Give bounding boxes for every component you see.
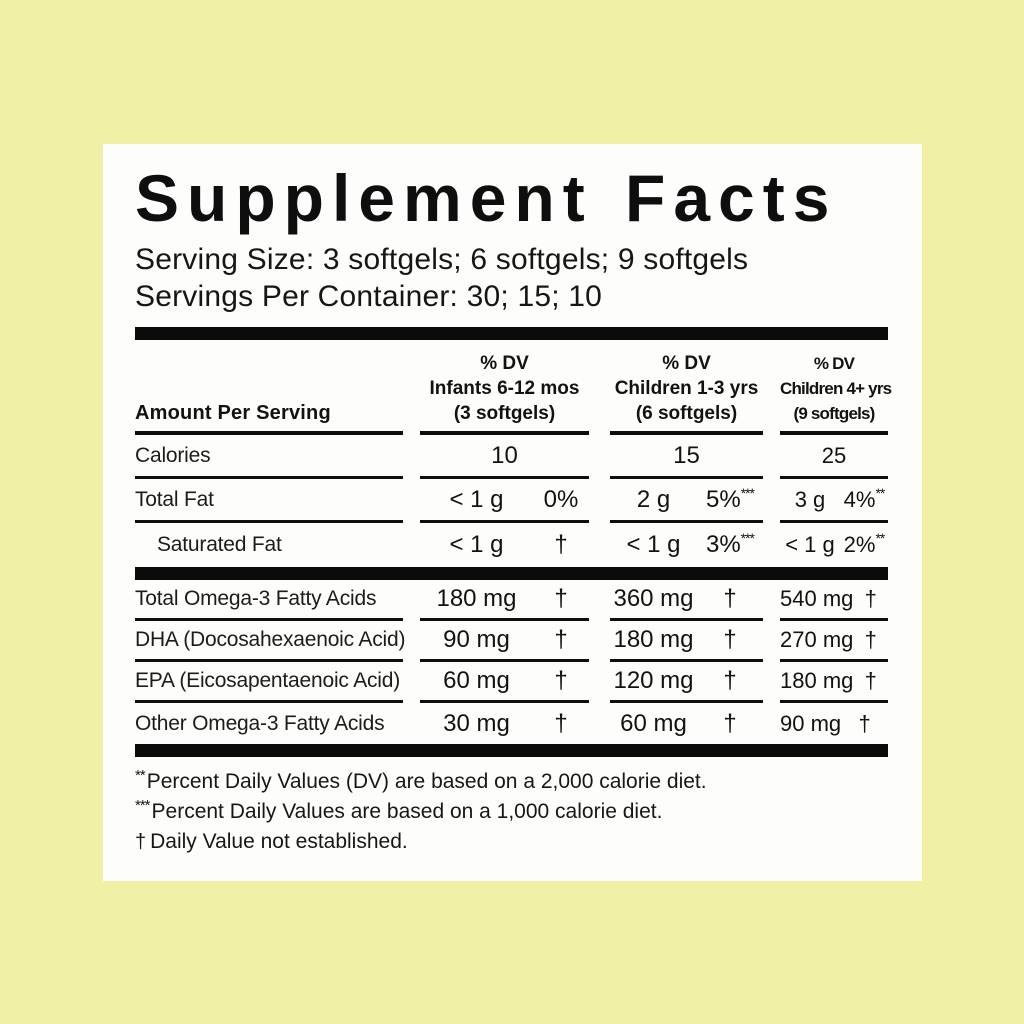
header-group-1: Infants 6-12 mos [429, 378, 580, 400]
header-amount-per-serving: Amount Per Serving [135, 340, 403, 436]
row-label: Calories [135, 443, 211, 467]
saturated-fat-children-1-3: < 1 g 3%*** [626, 530, 755, 559]
label-title: Supplement Facts [135, 161, 838, 235]
epa-children-1-3: 120 mg † [610, 662, 763, 704]
row-label: Total Fat [135, 487, 214, 511]
footnote-2000-calorie: **Percent Daily Values (DV) are based on… [135, 767, 707, 794]
table-row-saturated-fat: Saturated Fat < 1 g † < 1 g 3%*** < 1 g 2%*… [135, 523, 888, 567]
header-serving-1: (3 softgels) [453, 403, 556, 425]
table-header-row: Amount Per Serving % DV Infants 6-12 mos… [135, 340, 892, 436]
total-fat-infants: < 1 g 0% [420, 479, 589, 524]
divider-bar-middle [135, 567, 888, 581]
other-omega3-children-4plus: 90 mg † [780, 710, 871, 736]
epa-infants: 60 mg † [420, 662, 589, 704]
total-fat-children-1-3: 2 g 5%*** [610, 479, 763, 524]
row-label: Other Omega-3 Fatty Acids [135, 711, 385, 735]
footnote-1000-calorie: ***Percent Daily Values are based on a 1… [135, 797, 663, 824]
table-row-total-fat: Total Fat < 1 g 0% 2 g 5%*** 3 g 4%** [135, 479, 888, 524]
row-label: DHA (Docosahexaenoic Acid) [135, 628, 406, 652]
calories-infants: 10 [420, 435, 589, 480]
header-col-infants: % DV Infants 6-12 mos (3 softgels) [420, 340, 589, 436]
row-label: EPA (Eicosapentaenoic Acid) [135, 669, 401, 693]
servings-per-container: Servings Per Container: 30; 15; 10 [135, 280, 603, 314]
other-omega3-infants: 30 mg † [443, 709, 568, 737]
header-serving-3: (9 softgels) [793, 404, 875, 424]
total-omega3-infants: 180 mg † [420, 580, 589, 622]
total-fat-children-4plus: 3 g 4%** [780, 479, 888, 524]
row-label: Saturated Fat [157, 533, 282, 557]
table-row-calories: Calories 10 15 25 [135, 435, 888, 480]
header-dv-1: % DV [480, 353, 529, 375]
divider-bar-top [135, 327, 888, 341]
dha-children-1-3: 180 mg † [610, 621, 763, 663]
divider-bar-bottom [135, 744, 888, 758]
epa-children-4plus: 180 mg † [780, 662, 888, 704]
header-group-3: Children 4+ yrs [780, 379, 892, 399]
dha-children-4plus: 270 mg † [780, 621, 888, 663]
dha-infants: 90 mg † [420, 621, 589, 663]
header-col-children-1-3: % DV Children 1-3 yrs (6 softgels) [610, 340, 763, 436]
header-dv-2: % DV [662, 353, 711, 375]
header-group-2: Children 1-3 yrs [614, 378, 759, 400]
header-serving-2: (6 softgels) [635, 403, 738, 425]
header-dv-3: % DV [813, 354, 855, 374]
row-label: Total Omega-3 Fatty Acids [135, 587, 377, 611]
saturated-fat-infants: < 1 g † [449, 531, 568, 559]
other-omega3-children-1-3: 60 mg † [620, 709, 737, 737]
footnote-dv-not-established: † Daily Value not established. [135, 830, 408, 854]
saturated-fat-children-4plus: < 1 g 2%** [785, 530, 885, 558]
table-row-other-omega3: Other Omega-3 Fatty Acids 30 mg † 60 mg † … [135, 703, 888, 744]
supplement-facts-label: Supplement Facts Serving Size: 3 softgel… [103, 144, 922, 881]
footnotes: **Percent Daily Values (DV) are based on… [135, 767, 888, 857]
serving-size: Serving Size: 3 softgels; 6 softgels; 9 … [135, 243, 749, 277]
calories-children-4plus: 25 [780, 435, 888, 480]
total-omega3-children-4plus: 540 mg † [780, 580, 888, 622]
table-row-epa: EPA (Eicosapentaenoic Acid) 60 mg † 120 m… [135, 662, 888, 704]
table-row-dha: DHA (Docosahexaenoic Acid) 90 mg † 180 mg… [135, 621, 888, 663]
total-omega3-children-1-3: 360 mg † [610, 580, 763, 622]
header-col-children-4plus: % DV Children 4+ yrs (9 softgels) [780, 340, 892, 436]
table-row-total-omega3: Total Omega-3 Fatty Acids 180 mg † 360 mg… [135, 580, 888, 622]
calories-children-1-3: 15 [610, 435, 763, 480]
